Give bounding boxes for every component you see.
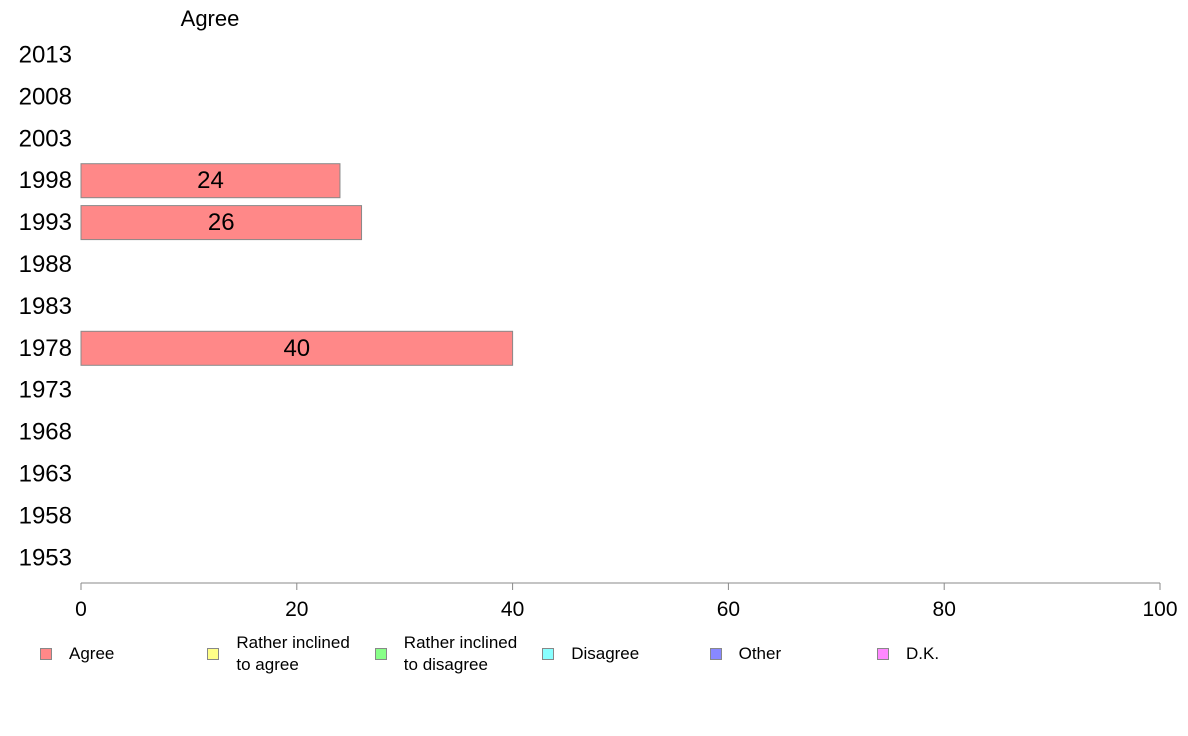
y-tick-label: 1993 [19,209,72,236]
y-tick-label: 1968 [19,419,72,446]
x-tick-label: 60 [717,598,740,620]
y-tick-label: 2003 [19,125,72,152]
chart-title: Agree [181,6,240,31]
legend-item: Disagree [542,632,701,676]
y-tick-label: 2008 [19,83,72,110]
legend-swatch [542,648,555,660]
bar-value-label: 40 [283,335,310,362]
legend-item: Agree [40,632,199,676]
legend-item: Other [709,632,869,676]
bar [80,330,514,366]
bars: 24 26 40 [80,163,514,366]
legend-item: D.K. [877,632,1036,676]
y-axis-labels: 2013 2008 2003 1998 1993 1988 1983 1978 1973 1968… [19,42,72,572]
y-tick-label: 1988 [19,251,72,278]
legend-item: Rather inclined to agree [207,632,366,676]
legend-swatch [374,648,387,660]
bar [80,163,341,199]
legend-swatch [207,648,220,660]
x-tick-label: 80 [933,598,956,620]
x-axis: 0 20 40 60 80 100 [75,582,1178,620]
legend-item: Rather inclined to disagree [374,632,534,676]
x-tick-label: 0 [75,598,87,620]
y-tick-label: 1973 [19,377,72,404]
x-tick-label: 40 [501,598,524,620]
bar-value-label: 24 [197,167,224,194]
y-tick-label: 1953 [19,544,72,571]
y-tick-label: 1978 [19,335,72,362]
y-tick-label: 1998 [19,167,72,194]
legend-label: Other [738,644,782,663]
y-tick-label: 2013 [19,42,72,69]
y-tick-label: 1963 [19,461,72,488]
x-tick-label: 100 [1142,598,1177,620]
legend-swatch [40,648,52,660]
legend-label: Rather inclined to agree [236,633,350,674]
legend: Agree Rather inclined to agree Rather incl… [0,632,1188,682]
bar-value-label: 26 [208,209,235,236]
bar-chart: Agree 2013 2008 2003 1998 1993 1988 1983 1978 19… [19,6,1178,620]
legend-swatch [877,648,889,660]
legend-label: Rather inclined to disagree [403,633,518,674]
legend-swatch [709,648,722,660]
legend-label: Disagree [571,644,640,663]
y-tick-label: 1983 [19,293,72,320]
x-tick-label: 20 [285,598,308,620]
legend-label: Agree [69,644,115,663]
legend-label: D.K. [906,644,940,663]
bar [80,205,363,241]
y-tick-label: 1958 [19,502,72,529]
